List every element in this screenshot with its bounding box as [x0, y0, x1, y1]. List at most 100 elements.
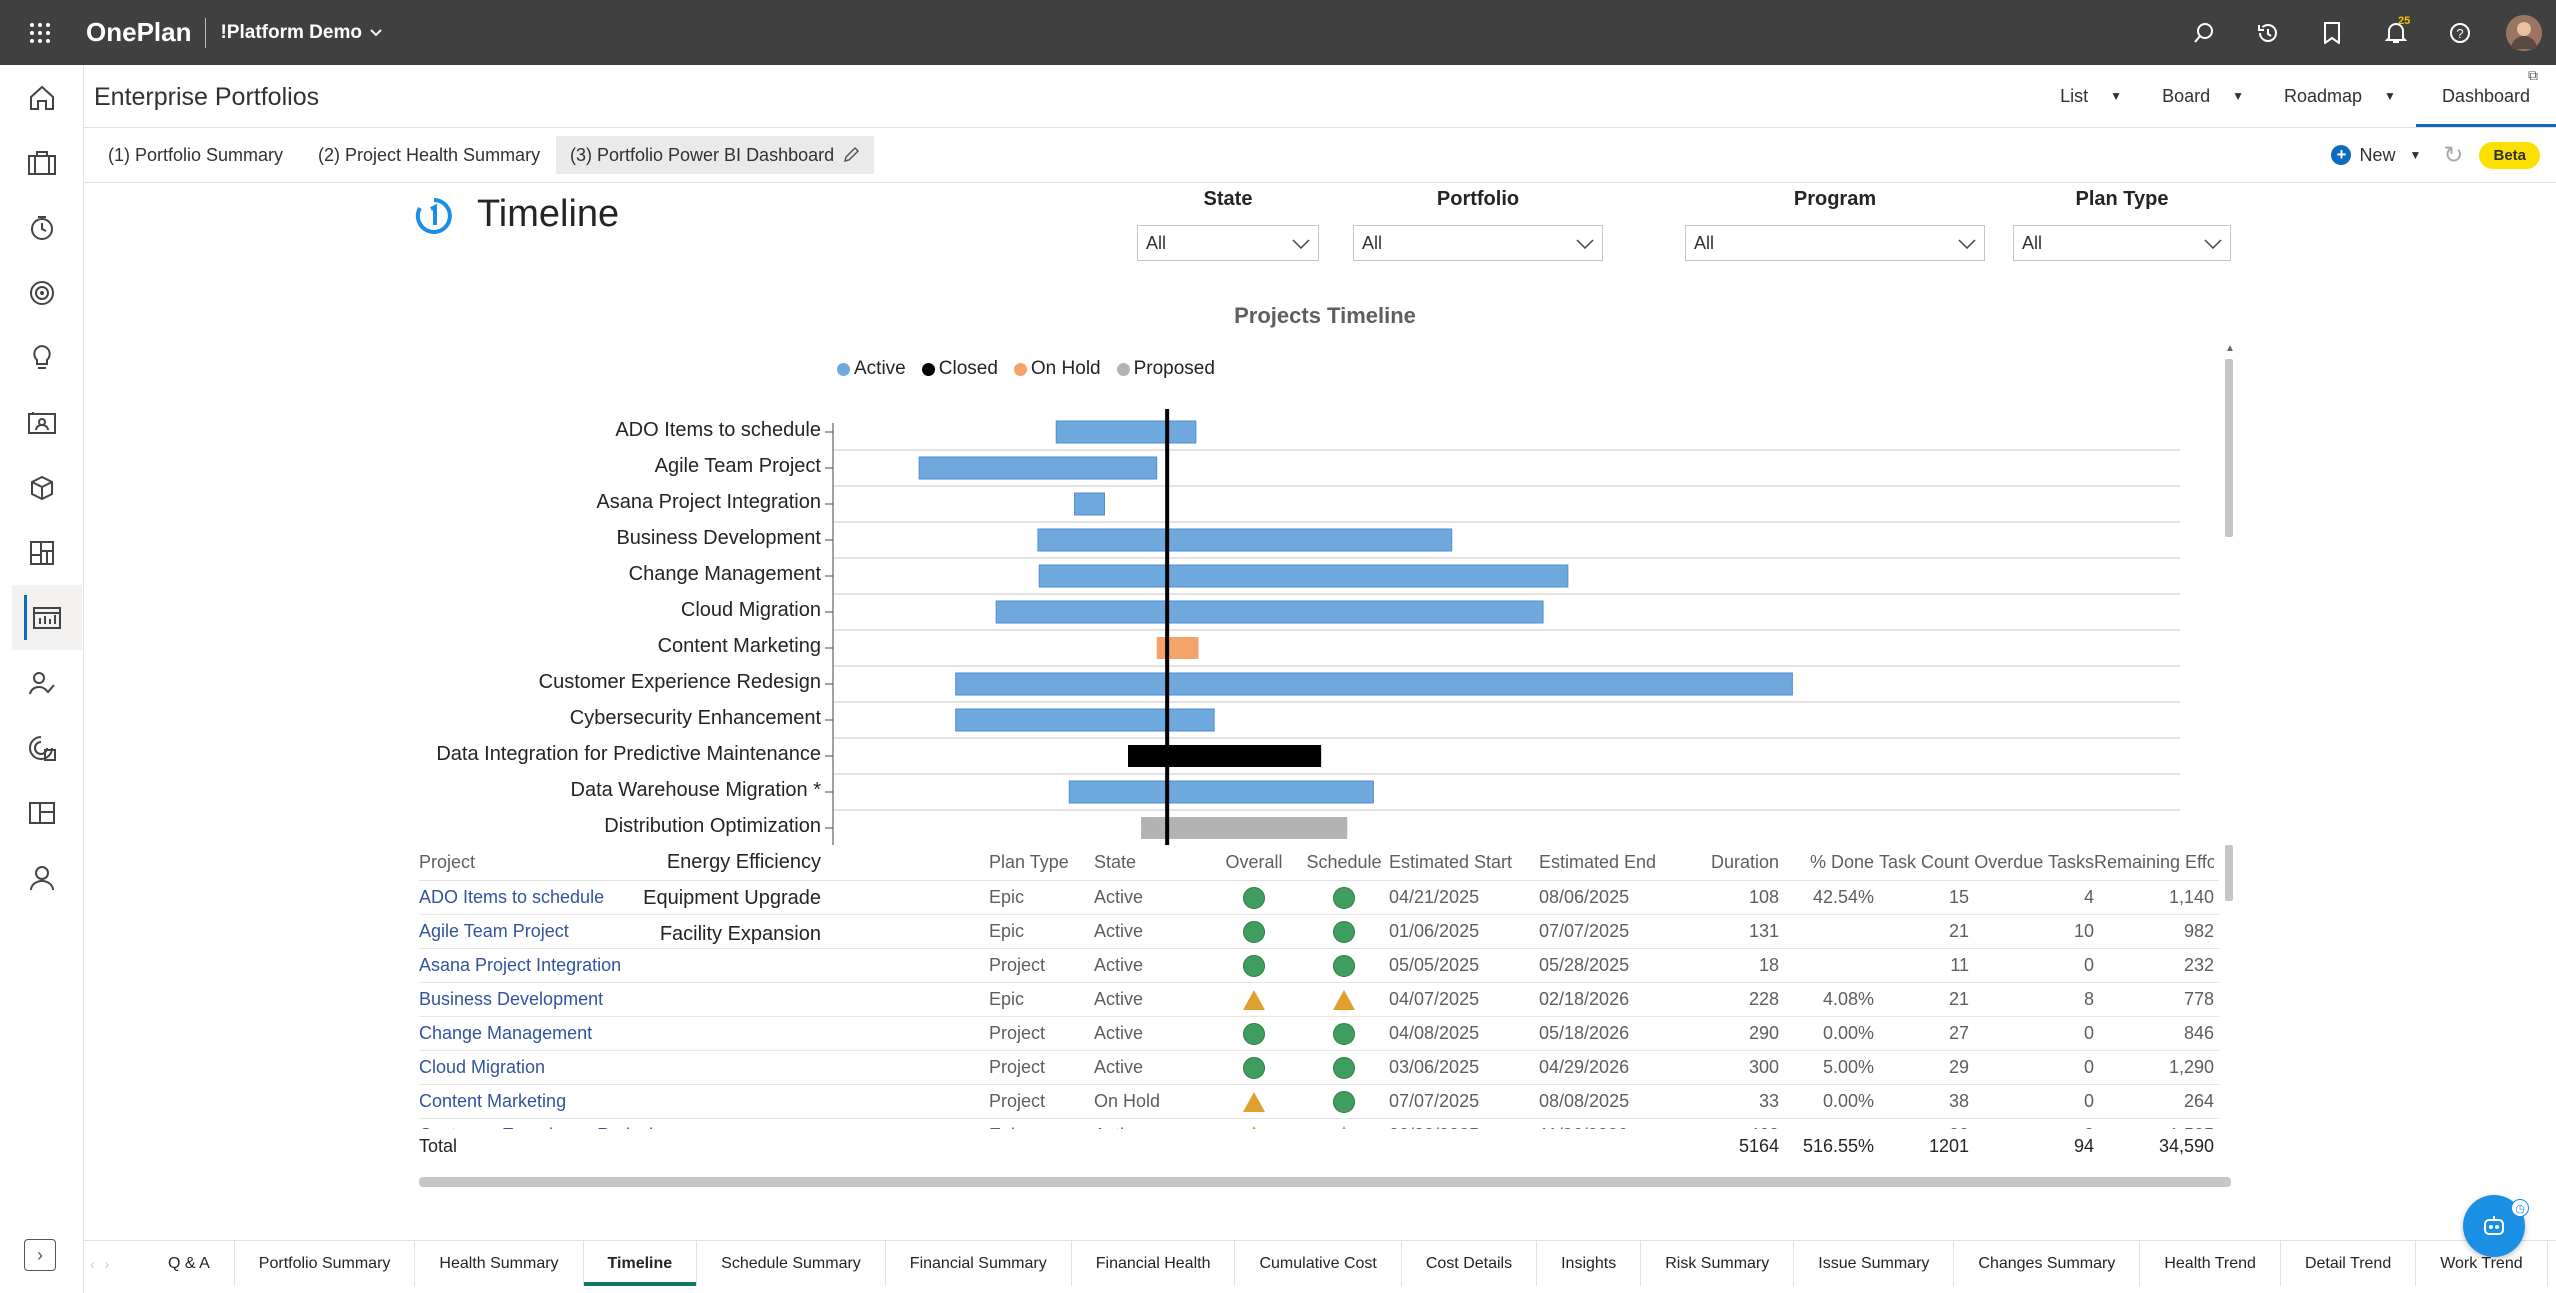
project-link[interactable]: ADO Items to schedule — [419, 887, 605, 907]
bookmark-icon[interactable] — [2300, 0, 2364, 65]
project-link[interactable]: Content Marketing — [419, 1091, 567, 1111]
project-link[interactable]: Change Management — [419, 1023, 593, 1043]
table-row[interactable]: Agile Team Project Epic Active 01/06/2025 07… — [419, 915, 2219, 949]
pencil-icon[interactable] — [842, 146, 860, 164]
report-tab-schedule-summary[interactable]: Schedule Summary — [697, 1241, 886, 1286]
brand-name[interactable]: OnePlan — [86, 17, 192, 47]
table-row[interactable]: Cloud Migration Project Active 03/06/2025 04… — [419, 1051, 2219, 1085]
project-link[interactable]: Asana Project Integration — [419, 955, 622, 975]
report-tab-changes-summary[interactable]: Changes Summary — [1954, 1241, 2141, 1286]
assistant-button[interactable]: ◷ — [2463, 1195, 2529, 1257]
nav-products[interactable] — [0, 455, 84, 520]
gantt-bar[interactable] — [955, 672, 1793, 696]
column-header[interactable]: State — [1094, 852, 1137, 872]
table-row[interactable]: Business Development Epic Active 04/07/2025… — [419, 983, 2219, 1017]
view-dashboard[interactable]: Dashboard — [2415, 65, 2556, 127]
scrollbar-thumb[interactable] — [2225, 845, 2233, 901]
report-tab-financial-health[interactable]: Financial Health — [1072, 1241, 1236, 1286]
tab-portfolio-summary[interactable]: (1) Portfolio Summary — [94, 136, 297, 174]
avatar[interactable] — [2506, 14, 2542, 51]
caret-down-icon[interactable]: ▼ — [2110, 89, 2123, 103]
table-horizontal-scrollbar[interactable] — [419, 1177, 2231, 1187]
tenant-selector[interactable]: !Platform Demo — [220, 22, 382, 44]
scrollbar-thumb[interactable] — [2225, 359, 2233, 537]
column-header[interactable]: Project — [419, 852, 476, 872]
nav-ideas[interactable] — [0, 325, 84, 390]
report-tab-timeline[interactable]: Timeline — [583, 1241, 698, 1286]
nav-goals[interactable] — [0, 260, 84, 325]
view-list[interactable]: List ▼ — [2040, 65, 2142, 127]
gantt-bar[interactable] — [1141, 817, 1348, 839]
gantt-bar[interactable] — [1068, 780, 1374, 804]
column-header[interactable]: Remaining Effo — [2094, 852, 2214, 872]
chevron-left-icon[interactable]: ‹ — [90, 1255, 95, 1272]
project-link[interactable]: Customer Experience Redesign — [419, 1125, 989, 1129]
column-header[interactable]: Estimated Start — [1389, 852, 1513, 872]
view-board[interactable]: Board ▼ — [2142, 65, 2264, 127]
nav-timesheets[interactable] — [0, 195, 84, 260]
project-link[interactable]: Cloud Migration — [419, 1057, 546, 1077]
column-header[interactable]: % Done — [1809, 852, 1874, 872]
nav-reports[interactable] — [12, 585, 82, 650]
nav-boards[interactable] — [0, 520, 84, 585]
chevron-right-icon[interactable]: › — [104, 1255, 110, 1272]
table-row[interactable]: Change Management Project Active 04/08/2025… — [419, 1017, 2219, 1051]
tab-project-health-summary[interactable]: (2) Project Health Summary — [304, 136, 554, 174]
gantt-bar[interactable] — [1127, 745, 1322, 767]
scroll-up-icon[interactable]: ▲ — [2225, 343, 2235, 354]
app-launcher-icon[interactable] — [20, 13, 60, 53]
notifications-icon[interactable]: 25 — [2364, 0, 2428, 65]
nav-people[interactable] — [0, 650, 84, 715]
gantt-bar[interactable] — [1038, 564, 1569, 588]
table-row[interactable]: ADO Items to schedule Epic Active 04/21/202… — [419, 881, 2219, 915]
project-link[interactable]: Agile Team Project — [419, 921, 569, 941]
caret-down-icon[interactable]: ▼ — [2232, 89, 2244, 103]
help-icon[interactable]: ? — [2428, 0, 2492, 65]
report-tab-issue-summary[interactable]: Issue Summary — [1794, 1241, 1955, 1286]
project-link[interactable]: Business Development — [419, 989, 604, 1009]
table-row[interactable]: Asana Project Integration Project Active 05… — [419, 949, 2219, 983]
gantt-bar[interactable] — [1055, 420, 1197, 444]
nav-portfolios[interactable] — [0, 130, 84, 195]
slicer-program-dropdown[interactable]: All — [1685, 225, 1985, 261]
report-tab-work-trend[interactable]: Work Trend — [2416, 1241, 2548, 1286]
page-nav-arrows[interactable]: ‹ › — [84, 1241, 144, 1286]
gantt-bar[interactable] — [995, 600, 1544, 624]
report-tab-health-trend[interactable]: Health Trend — [2140, 1241, 2281, 1286]
report-tab-q-a[interactable]: Q & A — [144, 1241, 235, 1286]
gantt-bar[interactable] — [1037, 528, 1453, 552]
report-tab-cost-details[interactable]: Cost Details — [1402, 1241, 1538, 1286]
report-tab-risk-summary[interactable]: Risk Summary — [1641, 1241, 1795, 1286]
gantt-bar[interactable] — [955, 708, 1215, 732]
column-header[interactable]: Overdue Tasks — [1974, 852, 2094, 872]
slicer-portfolio-dropdown[interactable]: All — [1353, 225, 1603, 261]
slicer-plan-type-dropdown[interactable]: All — [2013, 225, 2231, 261]
view-roadmap[interactable]: Roadmap ▼ — [2264, 65, 2416, 127]
report-tab-detail-trend[interactable]: Detail Trend — [2281, 1241, 2417, 1286]
column-header[interactable]: Plan Type — [989, 852, 1069, 872]
report-tab-portfolio-summary[interactable]: Portfolio Summary — [235, 1241, 416, 1286]
nav-home[interactable] — [0, 65, 84, 130]
nav-profile[interactable] — [0, 845, 84, 910]
expand-nav-button[interactable]: › — [24, 1239, 56, 1271]
tab-portfolio-power-bi-dashboard[interactable]: (3) Portfolio Power BI Dashboard — [556, 136, 875, 174]
table-scrollbar[interactable] — [2225, 845, 2235, 1085]
report-tab-insights[interactable]: Insights — [1537, 1241, 1642, 1286]
search-icon[interactable] — [2172, 0, 2236, 65]
gantt-bar[interactable] — [918, 456, 1158, 480]
table-row[interactable]: Customer Experience RedesignEpicActive 02… — [419, 1119, 2219, 1129]
refresh-icon[interactable]: ↻ — [2443, 141, 2464, 169]
gantt-bar[interactable] — [1073, 492, 1105, 516]
popout-icon[interactable]: ⧉ — [2528, 67, 2538, 83]
nav-resources[interactable] — [0, 390, 84, 455]
report-tab-financial-summary[interactable]: Financial Summary — [886, 1241, 1072, 1286]
new-button[interactable]: + New ▼ — [2331, 145, 2421, 166]
column-header[interactable]: Overall — [1225, 852, 1283, 872]
column-header[interactable]: Duration — [1710, 852, 1779, 872]
history-icon[interactable] — [2236, 0, 2300, 65]
caret-down-icon[interactable]: ▼ — [2384, 89, 2396, 103]
report-tab-health-summary[interactable]: Health Summary — [415, 1241, 584, 1286]
nav-analytics[interactable] — [0, 715, 84, 780]
gantt-bar[interactable] — [1156, 637, 1199, 659]
nav-workspaces[interactable] — [0, 780, 84, 845]
